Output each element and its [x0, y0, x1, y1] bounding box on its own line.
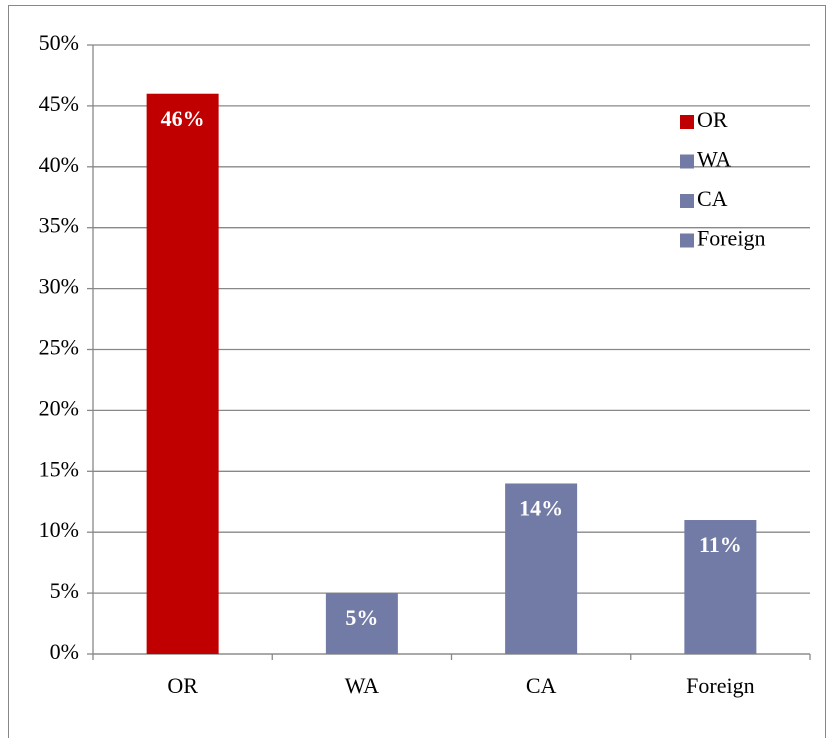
y-tick-label: 10% [39, 517, 79, 542]
bar [325, 593, 398, 654]
y-tick-label: 50% [39, 30, 79, 55]
y-tick-label: 45% [39, 91, 79, 116]
y-tick-label: 25% [39, 335, 79, 360]
legend-swatch [680, 154, 694, 169]
bar [505, 483, 578, 654]
bar [146, 93, 219, 655]
y-tick-label: 40% [39, 152, 79, 177]
x-tick-label: Foreign [686, 673, 754, 698]
y-tick-label: 15% [39, 456, 79, 481]
y-tick-label: 30% [39, 274, 79, 299]
y-tick-label: 5% [50, 578, 79, 603]
legend-label: CA [697, 186, 728, 211]
chart-frame [8, 5, 826, 738]
value-label: 5% [345, 605, 378, 630]
x-tick-label: WA [345, 673, 379, 698]
legend-label: OR [697, 107, 728, 132]
bar [684, 520, 757, 654]
legend-label: Foreign [697, 226, 765, 251]
value-label: 46% [161, 106, 205, 131]
value-label: 11% [699, 532, 742, 557]
legend-swatch [680, 233, 694, 248]
x-tick-label: CA [526, 673, 557, 698]
y-tick-label: 35% [39, 213, 79, 238]
legend-swatch [680, 194, 694, 208]
y-tick-label: 20% [39, 395, 79, 420]
legend-swatch [680, 115, 694, 129]
legend-label: WA [697, 147, 731, 172]
y-tick-label: 0% [50, 639, 79, 664]
x-tick-label: OR [167, 673, 198, 698]
value-label: 14% [519, 496, 563, 521]
